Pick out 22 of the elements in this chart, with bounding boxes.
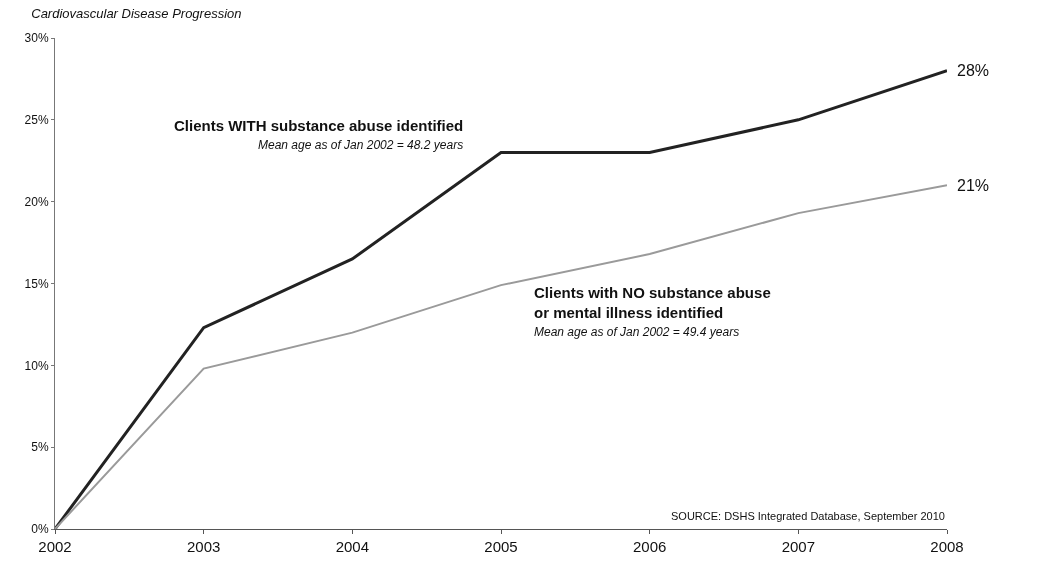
series-label: Clients with NO substance abuse or mental illness identified <box>534 284 771 321</box>
text: Clients WITH substance abuse identified <box>174 117 464 134</box>
y-tick-label: 20% <box>24 194 49 209</box>
x-tick-label: 2005 <box>484 538 518 555</box>
annotation: 21% <box>957 177 990 194</box>
x-tick-label: 2006 <box>632 538 667 555</box>
x-tick-label: 2008 <box>930 538 964 555</box>
y-tick-label: 0% <box>31 522 49 537</box>
annotation: SOURCE: DSHS Integrated Database, September 2010 <box>671 510 945 522</box>
annotation: 28% <box>957 62 990 79</box>
y-tick-label: 25% <box>24 113 49 128</box>
y-tick-label: 15% <box>24 276 49 291</box>
annotation: Mean age as of Jan 2002 = 48.2 years <box>258 138 464 152</box>
annotation: Mean age as of Jan 2002 = 49.4 years <box>534 325 740 339</box>
y-tick-label: 5% <box>31 440 49 455</box>
x-tick-label: 2003 <box>186 538 221 555</box>
x-tick-label: 2002 <box>38 538 72 555</box>
x-tick-label: 2007 <box>781 538 816 555</box>
x-tick-label: 2004 <box>335 538 370 555</box>
chart-title: Cardiovascular Disease Progression <box>31 5 242 21</box>
y-tick-label: 30% <box>24 31 49 46</box>
y-tick-label: 10% <box>24 358 49 373</box>
